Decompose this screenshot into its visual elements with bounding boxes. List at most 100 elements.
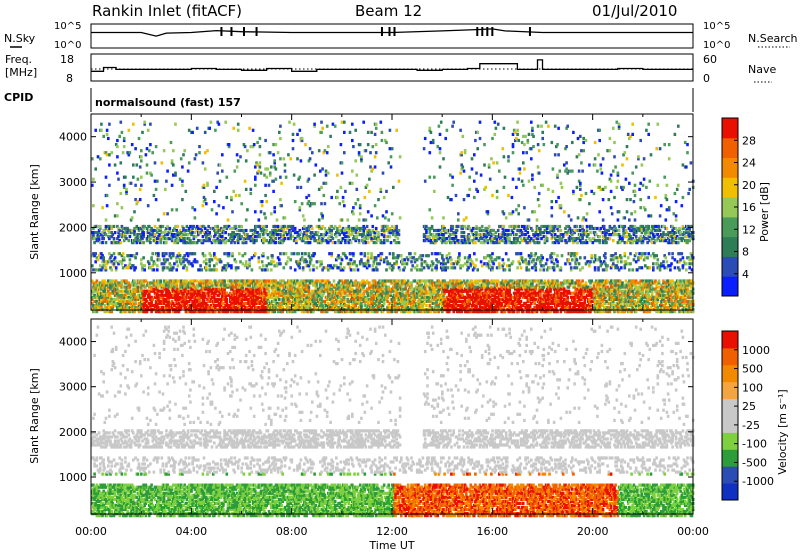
radar-cell xyxy=(466,279,469,283)
radar-cell xyxy=(451,281,454,285)
radar-cell xyxy=(267,299,271,303)
radar-cell xyxy=(559,303,563,308)
nave-tick-bottom: 0 xyxy=(703,72,710,85)
radar-cell xyxy=(454,303,458,308)
radar-cell xyxy=(179,289,183,293)
radar-cell xyxy=(219,303,223,308)
radar-cell xyxy=(276,281,280,285)
radar-cell xyxy=(468,287,471,291)
radar-cell xyxy=(605,293,608,297)
radar-cell xyxy=(137,301,141,305)
radar-cell xyxy=(559,287,563,291)
radar-cell xyxy=(159,299,162,303)
radar-cell xyxy=(226,285,230,289)
radar-cell xyxy=(533,301,536,305)
radar-cell xyxy=(335,297,338,301)
radar-cell xyxy=(419,310,422,314)
radar-cell xyxy=(162,279,166,283)
radar-cell xyxy=(300,279,304,283)
radar-cell xyxy=(166,287,169,291)
radar-cell xyxy=(219,285,223,289)
radar-cell xyxy=(470,279,474,283)
radar-cell xyxy=(101,291,104,295)
radar-cell xyxy=(523,279,526,283)
radar-cell xyxy=(452,310,455,314)
radar-cell xyxy=(526,281,530,285)
radar-cell xyxy=(485,297,489,301)
radar-cell xyxy=(246,310,249,314)
radar-cell xyxy=(167,293,170,297)
radar-cell xyxy=(539,295,542,299)
radar-cell xyxy=(343,299,346,303)
radar-cell xyxy=(369,293,372,297)
radar-cell xyxy=(148,289,151,293)
radar-cell xyxy=(508,279,511,283)
radar-cell xyxy=(442,295,445,299)
radar-cell xyxy=(173,303,176,308)
radar-cell xyxy=(492,301,495,305)
radar-cell xyxy=(110,310,113,314)
radar-cell xyxy=(298,283,302,287)
radar-cell xyxy=(128,285,132,289)
radar-cell xyxy=(301,289,305,293)
radar-cell xyxy=(167,299,170,303)
radar-cell xyxy=(313,297,316,301)
radar-cell xyxy=(452,303,455,308)
radar-cell xyxy=(305,297,308,301)
radar-cell xyxy=(435,305,438,310)
radar-cell xyxy=(161,224,165,229)
radar-cell xyxy=(522,310,525,314)
radar-cell xyxy=(443,291,446,295)
radar-cell xyxy=(133,291,136,295)
radar-cell xyxy=(420,301,424,305)
radar-cell xyxy=(387,289,390,293)
radar-cell xyxy=(91,291,94,295)
radar-cell xyxy=(142,305,145,310)
radar-cell xyxy=(205,301,208,305)
radar-cell xyxy=(214,297,217,301)
radar-cell xyxy=(182,291,185,295)
radar-cell xyxy=(283,293,287,297)
radar-cell xyxy=(198,295,201,299)
radar-cell xyxy=(128,305,132,310)
radar-cell xyxy=(484,293,487,297)
radar-cell xyxy=(130,283,134,287)
radar-cell xyxy=(390,281,394,285)
radar-cell xyxy=(566,291,569,295)
radar-cell xyxy=(297,285,300,289)
radar-cell xyxy=(348,293,352,297)
radar-cell xyxy=(244,287,248,291)
radar-cell xyxy=(418,281,421,285)
noise-search-label: N.Search xyxy=(748,32,798,45)
radar-cell xyxy=(571,281,574,285)
radar-cell xyxy=(423,281,427,285)
radar-cell xyxy=(159,279,162,283)
radar-cell xyxy=(446,289,450,293)
radar-cell xyxy=(437,279,441,283)
radar-cell xyxy=(140,295,143,299)
radar-cell xyxy=(549,287,552,291)
radar-cell xyxy=(377,289,380,293)
radar-cell xyxy=(319,299,322,303)
radar-cell xyxy=(281,310,284,314)
radar-cell xyxy=(103,291,107,295)
radar-cell xyxy=(312,295,315,299)
radar-cell xyxy=(335,287,338,291)
radar-cell xyxy=(370,301,373,305)
radar-cell xyxy=(393,305,396,310)
radar-cell xyxy=(365,287,369,291)
radar-cell xyxy=(552,287,556,291)
radar-cell xyxy=(117,293,120,297)
radar-cell xyxy=(301,291,305,295)
radar-cell xyxy=(508,301,511,305)
radar-cell xyxy=(234,297,238,301)
radar-cell xyxy=(364,299,368,303)
radar-cell xyxy=(192,293,196,297)
radar-cell xyxy=(482,283,485,287)
radar-cell xyxy=(148,224,151,229)
radar-cell xyxy=(102,299,105,303)
radar-cell xyxy=(191,287,194,291)
radar-cell xyxy=(582,289,585,293)
radar-cell xyxy=(298,297,302,301)
radar-cell xyxy=(290,285,294,289)
